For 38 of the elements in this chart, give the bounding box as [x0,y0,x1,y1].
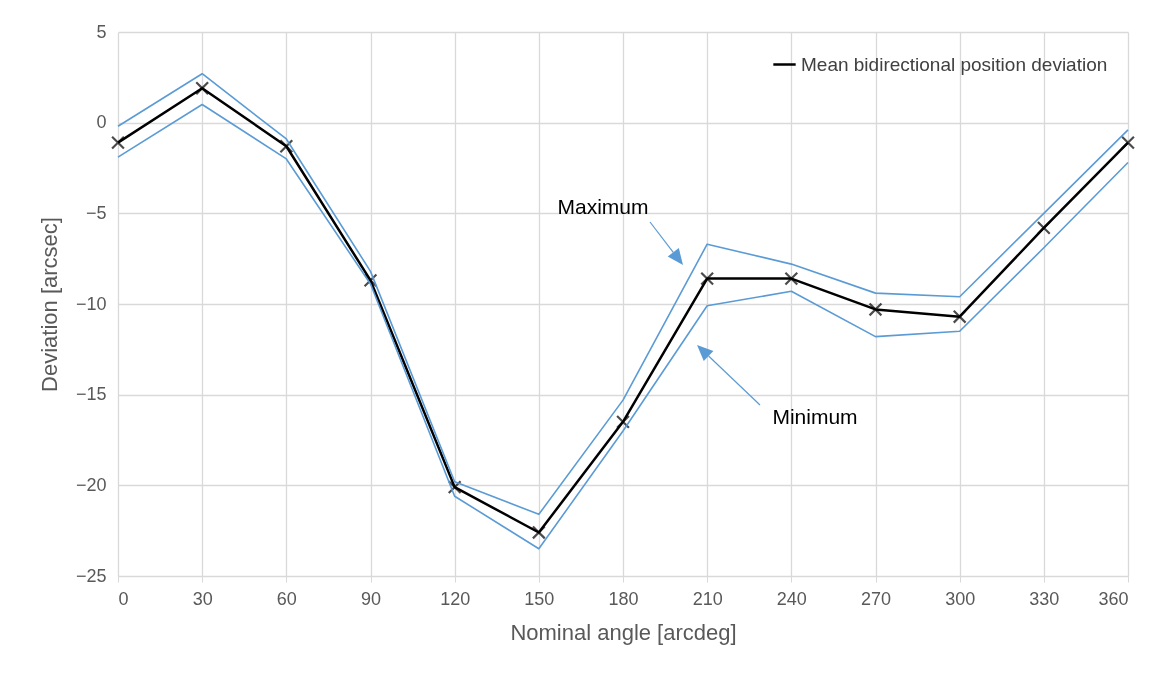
x-tick-label: 360 [1098,588,1129,609]
point [1120,135,1136,150]
x-tick-label: 30 [192,588,213,609]
y-tick-label: −20 [75,474,107,495]
x-tick-label: 60 [276,588,297,609]
x-tick-label: 150 [524,588,555,609]
y-tick-label: −10 [75,293,107,314]
point [615,414,631,429]
y-tick-label: −5 [85,202,107,223]
point [784,271,799,286]
x-tick-label: 270 [860,588,892,609]
annotation: Minimum [772,405,858,428]
y-axis-title: Deviation [arcsec] [36,217,62,392]
y-tick-label: −25 [75,565,107,586]
point [363,273,378,288]
point [1036,220,1051,235]
y-tick-label: 5 [96,21,107,42]
point [279,139,294,154]
x-tick-label: 90 [360,588,382,609]
point [700,271,715,286]
y-tick-label: −15 [75,384,107,405]
x-tick-label: 0 [118,588,129,609]
point [868,302,883,317]
x-tick-label: 300 [945,588,976,609]
point [110,135,126,150]
x-tick-label: 210 [692,588,723,609]
legend-label: Mean bidirectional position deviation [801,53,1108,75]
x-tick-label: 240 [776,588,807,609]
point [195,81,210,96]
y-tick-label: 0 [96,112,107,133]
x-axis-title: Nominal angle [arcdeg] [510,619,737,645]
x-tick-label: 330 [1029,588,1060,609]
point [447,480,462,495]
annotation: Maximum [557,195,649,218]
point [952,309,967,324]
x-tick-label: 180 [608,588,639,609]
x-tick-label: 120 [440,588,471,609]
point [531,525,546,540]
